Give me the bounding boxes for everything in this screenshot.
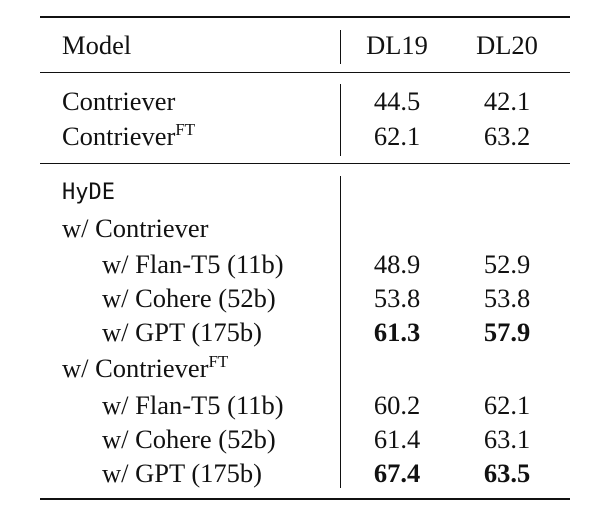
model-row-name: w/ Cohere (52b) [102, 424, 276, 454]
header-dl19: DL19 [366, 30, 428, 60]
baseline-row-dl19: 44.5 [373, 86, 421, 116]
model-row-dl20: 63.1 [483, 424, 531, 454]
superscript: FT [208, 352, 229, 371]
model-row-name: w/ Cohere (52b) [102, 283, 276, 313]
model-row-dl19: 60.2 [373, 390, 421, 420]
method-label: HyDE [62, 180, 115, 205]
model-row-dl20: 62.1 [483, 390, 531, 420]
header-rule [40, 72, 570, 74]
baseline-row-dl20: 63.2 [483, 121, 531, 151]
column-divider-hyde [340, 176, 342, 488]
model-row-dl19-best: 61.3 [373, 317, 421, 347]
bottom-rule [40, 498, 570, 501]
group-label: w/ ContrieverFT [62, 352, 229, 383]
model-row-name: w/ Flan-T5 (11b) [102, 249, 284, 279]
column-divider-header [340, 30, 342, 64]
header-model: Model [62, 30, 132, 60]
model-row-dl19: 53.8 [373, 283, 421, 313]
model-row-name: w/ GPT (175b) [102, 458, 262, 488]
group-label: w/ Contriever [62, 213, 209, 243]
model-row-dl20-best: 57.9 [483, 317, 531, 347]
model-row-dl20: 53.8 [483, 283, 531, 313]
superscript: FT [175, 120, 196, 139]
model-row-dl19: 61.4 [373, 424, 421, 454]
model-row-dl20: 52.9 [483, 249, 531, 279]
section-rule [40, 163, 570, 165]
model-row-name: w/ Flan-T5 (11b) [102, 390, 284, 420]
baseline-row-dl19: 62.1 [373, 121, 421, 151]
model-row-name: w/ GPT (175b) [102, 317, 262, 347]
model-row-dl20-best: 63.5 [483, 458, 531, 488]
model-row-dl19-best: 67.4 [373, 458, 421, 488]
baseline-row-name: Contriever [62, 86, 176, 116]
column-divider-baselines [340, 84, 342, 156]
top-rule [40, 16, 570, 19]
model-row-dl19: 48.9 [373, 249, 421, 279]
baseline-row-name: ContrieverFT [62, 120, 196, 151]
header-dl20: DL20 [476, 30, 538, 60]
baseline-row-dl20: 42.1 [483, 86, 531, 116]
